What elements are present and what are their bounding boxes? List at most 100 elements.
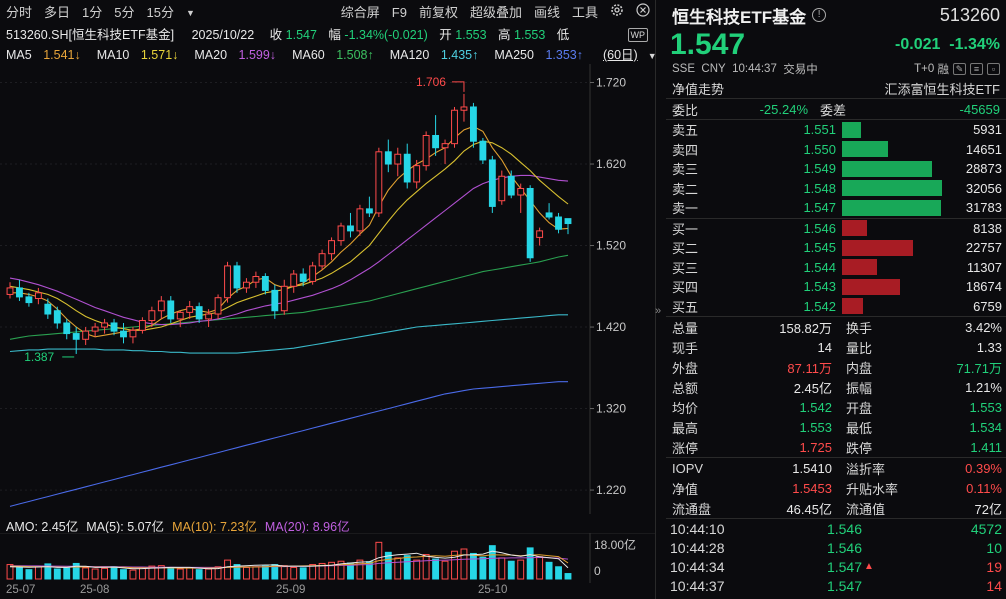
- stat-row: IOPV 1.5410 溢折率 0.39%: [666, 458, 1006, 478]
- close-icon[interactable]: [630, 2, 656, 24]
- price-row: 1.547 -0.021 -1.34%: [666, 30, 1006, 60]
- stat-label: 总量: [672, 320, 699, 336]
- ma60-line: [9, 254, 569, 340]
- bids-row[interactable]: 买五 1.542 6759: [666, 297, 1006, 317]
- quote-header: 恒生科技ETF基金 ! 513260: [666, 0, 1006, 30]
- stat-label: 现手: [672, 340, 699, 356]
- asks-depth-bar: [842, 121, 942, 138]
- draw-line-button[interactable]: 画线: [533, 5, 560, 20]
- asks-level-label: 卖二: [672, 181, 699, 197]
- bids-row[interactable]: 买三 1.544 11307: [666, 258, 1006, 278]
- volume-bar: [394, 557, 402, 580]
- tab-15min[interactable]: 15分: [146, 5, 174, 20]
- super-overlay-button[interactable]: 超级叠加: [469, 5, 522, 20]
- stat-value: 1.725: [799, 439, 832, 455]
- bids-row[interactable]: 买二 1.545 22757: [666, 238, 1006, 258]
- volume-bar: [25, 569, 33, 580]
- y-tick-label: 1.720: [596, 76, 626, 90]
- candlestick-chart[interactable]: 1.720 1.620 1.520 1.420 1.320 1.220 1.706 1.387: [0, 64, 656, 514]
- tab-1min[interactable]: 1分: [82, 5, 103, 20]
- asks-row[interactable]: 卖二 1.548 32056: [666, 179, 1006, 199]
- nav-trend-link[interactable]: 净值走势: [672, 81, 725, 97]
- volume-bar: [545, 561, 553, 580]
- volume-bar: [72, 562, 80, 580]
- tick-price: 1.546: [826, 539, 862, 556]
- window-icon[interactable]: ▫: [987, 63, 1000, 75]
- candle-body: [148, 310, 156, 322]
- bids-price: 1.544: [803, 259, 836, 275]
- asks-depth-bar: [842, 160, 942, 177]
- forward-adjust-button[interactable]: 前复权: [418, 5, 458, 20]
- candle-body: [91, 326, 99, 332]
- volume-chart[interactable]: 18.00亿 0: [0, 533, 656, 583]
- stat-label: 最低: [846, 420, 873, 436]
- asks-row[interactable]: 卖一 1.547 31783: [666, 198, 1006, 218]
- asks-volume: 32056: [965, 180, 1002, 196]
- ma-label: MA250: [494, 48, 534, 62]
- bids-level-label: 买四: [672, 280, 699, 296]
- volume-bar: [243, 566, 250, 580]
- asks-depth-bar: [842, 180, 942, 197]
- open-value: 1.553: [455, 28, 487, 42]
- candle-body: [356, 208, 364, 232]
- ma-value: 1.599↓: [238, 48, 277, 62]
- symbol-label: 513260.SH[恒生科技ETF基金]: [6, 28, 175, 42]
- volume-bar: [138, 566, 146, 580]
- asks-row[interactable]: 卖五 1.551 5931: [666, 120, 1006, 140]
- asks-level-label: 卖四: [672, 142, 699, 158]
- open-label: 开: [439, 28, 452, 42]
- stat-value: 14: [817, 339, 832, 355]
- tab-5min[interactable]: 5分: [114, 5, 135, 20]
- volume-bar: [280, 565, 288, 580]
- gear-icon[interactable]: [604, 2, 630, 24]
- candle-body: [507, 175, 515, 196]
- price-change: -0.021 -1.34%: [895, 36, 1006, 54]
- stat-value: 71.71万: [956, 360, 1002, 376]
- candle-body: [347, 225, 354, 232]
- composite-screen-button[interactable]: 综合屏: [340, 5, 380, 20]
- stat-label: 跌停: [846, 440, 873, 456]
- ask-book: 卖五 1.551 5931 卖四 1.550 14651 卖三 1.549 28873 卖二 1.5…: [666, 120, 1006, 218]
- f9-button[interactable]: F9: [391, 5, 407, 20]
- fund-name: 恒生科技ETF基金: [672, 7, 807, 27]
- fund-stats-table: IOPV 1.5410 溢折率 0.39% 净值 1.5453 升贴水率 0.11% 流通盘 46…: [666, 458, 1006, 518]
- bids-volume: 22757: [965, 240, 1002, 256]
- t0-label: T+0: [914, 63, 935, 75]
- wp-badge[interactable]: WP: [627, 28, 648, 42]
- y-tick-label: 1.520: [596, 239, 626, 253]
- tab-intraday[interactable]: 分时: [6, 5, 33, 20]
- period-dropdown-icon[interactable]: ▼: [185, 8, 195, 18]
- double-chevron-right-icon[interactable]: »: [655, 305, 662, 317]
- bids-row[interactable]: 买四 1.543 18674: [666, 277, 1006, 297]
- fund-code: 513260: [939, 4, 1000, 25]
- tab-multiday[interactable]: 多日: [44, 5, 71, 20]
- high-annotation-arrow: [451, 81, 465, 92]
- volume-bar: [451, 550, 458, 580]
- bids-price: 1.543: [803, 279, 836, 295]
- asks-row[interactable]: 卖三 1.549 28873: [666, 159, 1006, 179]
- candle-body: [82, 330, 90, 340]
- tick-price: 1.547: [826, 577, 862, 594]
- stat-value: 1.21%: [965, 379, 1002, 395]
- candle-body: [328, 240, 335, 255]
- info-circle-icon[interactable]: !: [812, 8, 827, 22]
- weibi-value: -25.24%: [759, 101, 809, 117]
- volume-bar: [214, 566, 222, 580]
- volume-bar: [129, 569, 137, 580]
- tools-button[interactable]: 工具: [571, 5, 598, 20]
- chart-icon[interactable]: ≡: [970, 63, 983, 75]
- volume-bar: [328, 561, 335, 580]
- asks-row[interactable]: 卖四 1.550 14651: [666, 140, 1006, 160]
- chevron-down-icon[interactable]: ▼: [647, 51, 656, 61]
- period-button[interactable]: (60日): [602, 48, 638, 62]
- low-label: 低: [556, 28, 570, 42]
- asks-volume: 5931: [973, 122, 1002, 138]
- tick-row: 10:44:37 1.547 14: [666, 576, 1006, 595]
- bids-row[interactable]: 买一 1.546 8138: [666, 219, 1006, 239]
- candle-body: [252, 276, 260, 283]
- amo-legend-item: MA(20): 8.96亿: [264, 520, 350, 534]
- edit-icon[interactable]: ✎: [953, 63, 966, 75]
- volume-bar: [526, 547, 534, 580]
- candle-body: [299, 273, 307, 282]
